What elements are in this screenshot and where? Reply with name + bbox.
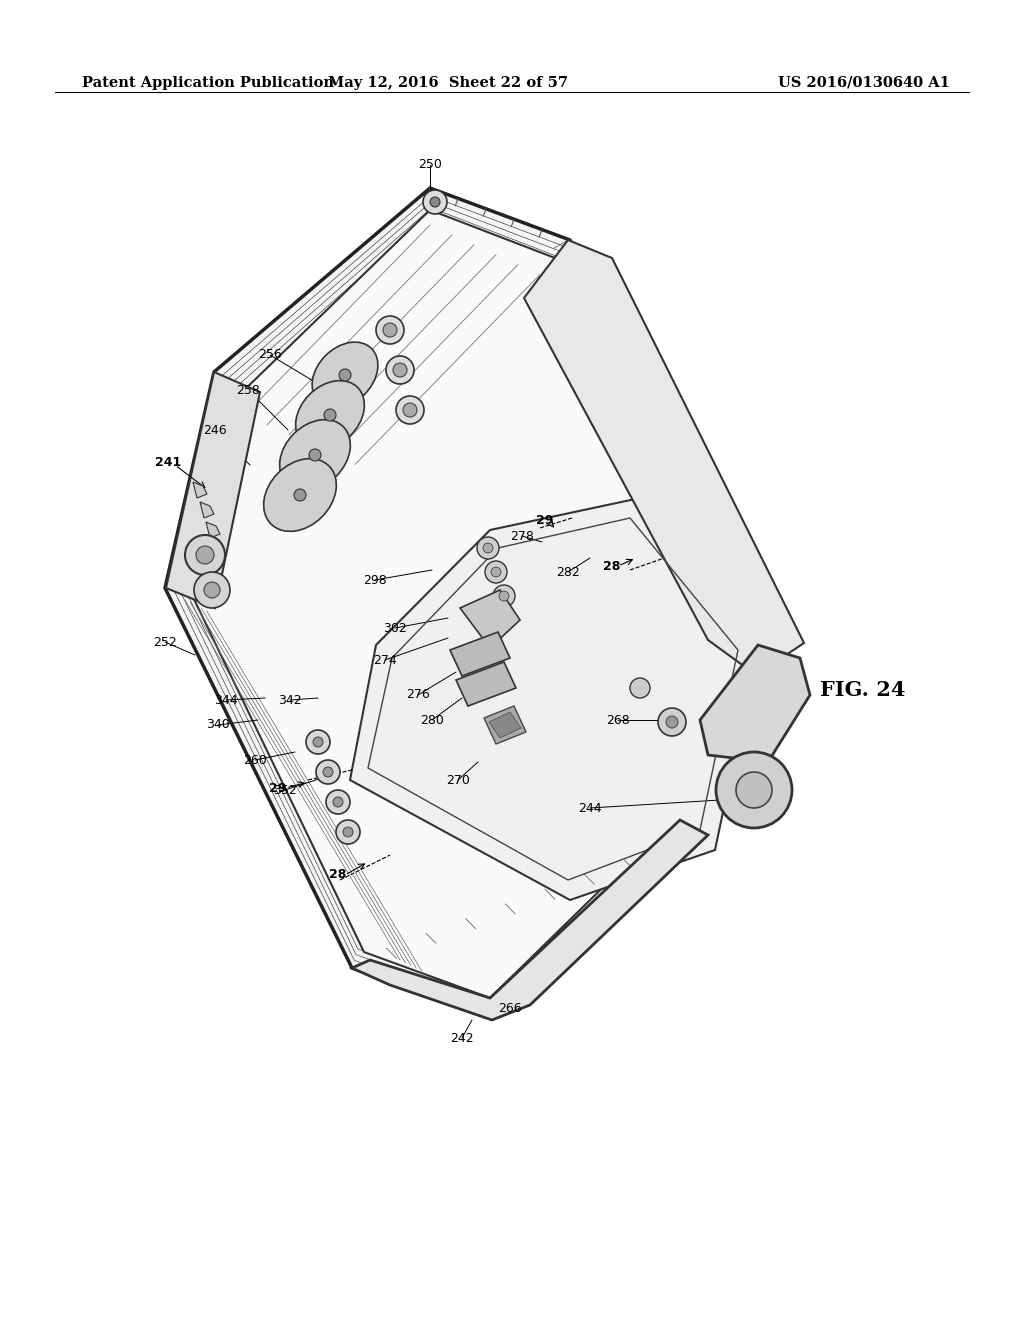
Text: 344: 344: [214, 693, 238, 706]
Circle shape: [736, 772, 772, 808]
Circle shape: [204, 582, 220, 598]
Text: 280: 280: [420, 714, 444, 726]
Text: 274: 274: [373, 653, 397, 667]
Circle shape: [403, 403, 417, 417]
Circle shape: [339, 370, 351, 381]
Polygon shape: [489, 711, 521, 738]
Text: 28: 28: [603, 560, 621, 573]
Polygon shape: [456, 663, 516, 706]
Circle shape: [194, 572, 230, 609]
Polygon shape: [484, 706, 526, 744]
Circle shape: [336, 820, 360, 843]
Circle shape: [309, 449, 321, 461]
Circle shape: [386, 356, 414, 384]
Circle shape: [630, 678, 650, 698]
Circle shape: [313, 737, 323, 747]
Text: 246: 246: [203, 424, 226, 437]
Text: May 12, 2016  Sheet 22 of 57: May 12, 2016 Sheet 22 of 57: [328, 77, 568, 90]
Circle shape: [393, 363, 407, 378]
Text: 266: 266: [499, 1002, 522, 1015]
Text: 298: 298: [364, 573, 387, 586]
Circle shape: [716, 752, 792, 828]
Polygon shape: [450, 632, 510, 676]
Circle shape: [666, 715, 678, 729]
Circle shape: [306, 730, 330, 754]
Text: 250: 250: [418, 158, 442, 172]
Text: 268: 268: [606, 714, 630, 726]
Polygon shape: [206, 521, 220, 539]
Text: 276: 276: [407, 689, 430, 701]
Circle shape: [326, 789, 350, 814]
Text: 256: 256: [258, 348, 282, 362]
Circle shape: [499, 591, 509, 601]
Text: 252: 252: [154, 635, 177, 648]
Circle shape: [490, 568, 501, 577]
Text: 244: 244: [579, 801, 602, 814]
Polygon shape: [200, 502, 214, 517]
Text: 29: 29: [269, 781, 287, 795]
Text: Patent Application Publication: Patent Application Publication: [82, 77, 334, 90]
Text: 260: 260: [243, 754, 267, 767]
Circle shape: [343, 828, 353, 837]
Circle shape: [658, 708, 686, 737]
Circle shape: [477, 537, 499, 558]
Text: 302: 302: [383, 622, 407, 635]
Text: US 2016/0130640 A1: US 2016/0130640 A1: [778, 77, 950, 90]
Text: 340: 340: [206, 718, 229, 731]
Text: 282: 282: [556, 565, 580, 578]
Circle shape: [396, 396, 424, 424]
Circle shape: [333, 797, 343, 807]
Ellipse shape: [263, 458, 336, 532]
Polygon shape: [165, 187, 758, 1018]
Polygon shape: [193, 210, 728, 998]
Circle shape: [185, 535, 225, 576]
Polygon shape: [193, 482, 207, 498]
Text: FIG. 24: FIG. 24: [820, 680, 905, 700]
Polygon shape: [166, 372, 260, 609]
Circle shape: [423, 190, 447, 214]
Text: 29: 29: [537, 513, 554, 527]
Circle shape: [316, 760, 340, 784]
Circle shape: [383, 323, 397, 337]
Ellipse shape: [312, 342, 378, 408]
Circle shape: [430, 197, 440, 207]
Ellipse shape: [296, 380, 365, 449]
Text: 28: 28: [330, 869, 347, 882]
Text: 270: 270: [446, 774, 470, 787]
Circle shape: [493, 585, 515, 607]
Ellipse shape: [280, 420, 350, 490]
Circle shape: [485, 561, 507, 583]
Text: 258: 258: [237, 384, 260, 396]
Text: 242: 242: [451, 1031, 474, 1044]
Text: 342: 342: [279, 693, 302, 706]
Polygon shape: [700, 645, 810, 762]
Polygon shape: [352, 820, 708, 1020]
Circle shape: [483, 543, 493, 553]
Text: 278: 278: [510, 529, 534, 543]
Circle shape: [323, 767, 333, 777]
Polygon shape: [350, 498, 758, 900]
Text: 352: 352: [273, 784, 297, 796]
Polygon shape: [460, 590, 520, 648]
Circle shape: [294, 488, 306, 502]
Circle shape: [324, 409, 336, 421]
Circle shape: [196, 546, 214, 564]
Text: 241: 241: [155, 455, 181, 469]
Circle shape: [376, 315, 404, 345]
Polygon shape: [524, 240, 804, 675]
